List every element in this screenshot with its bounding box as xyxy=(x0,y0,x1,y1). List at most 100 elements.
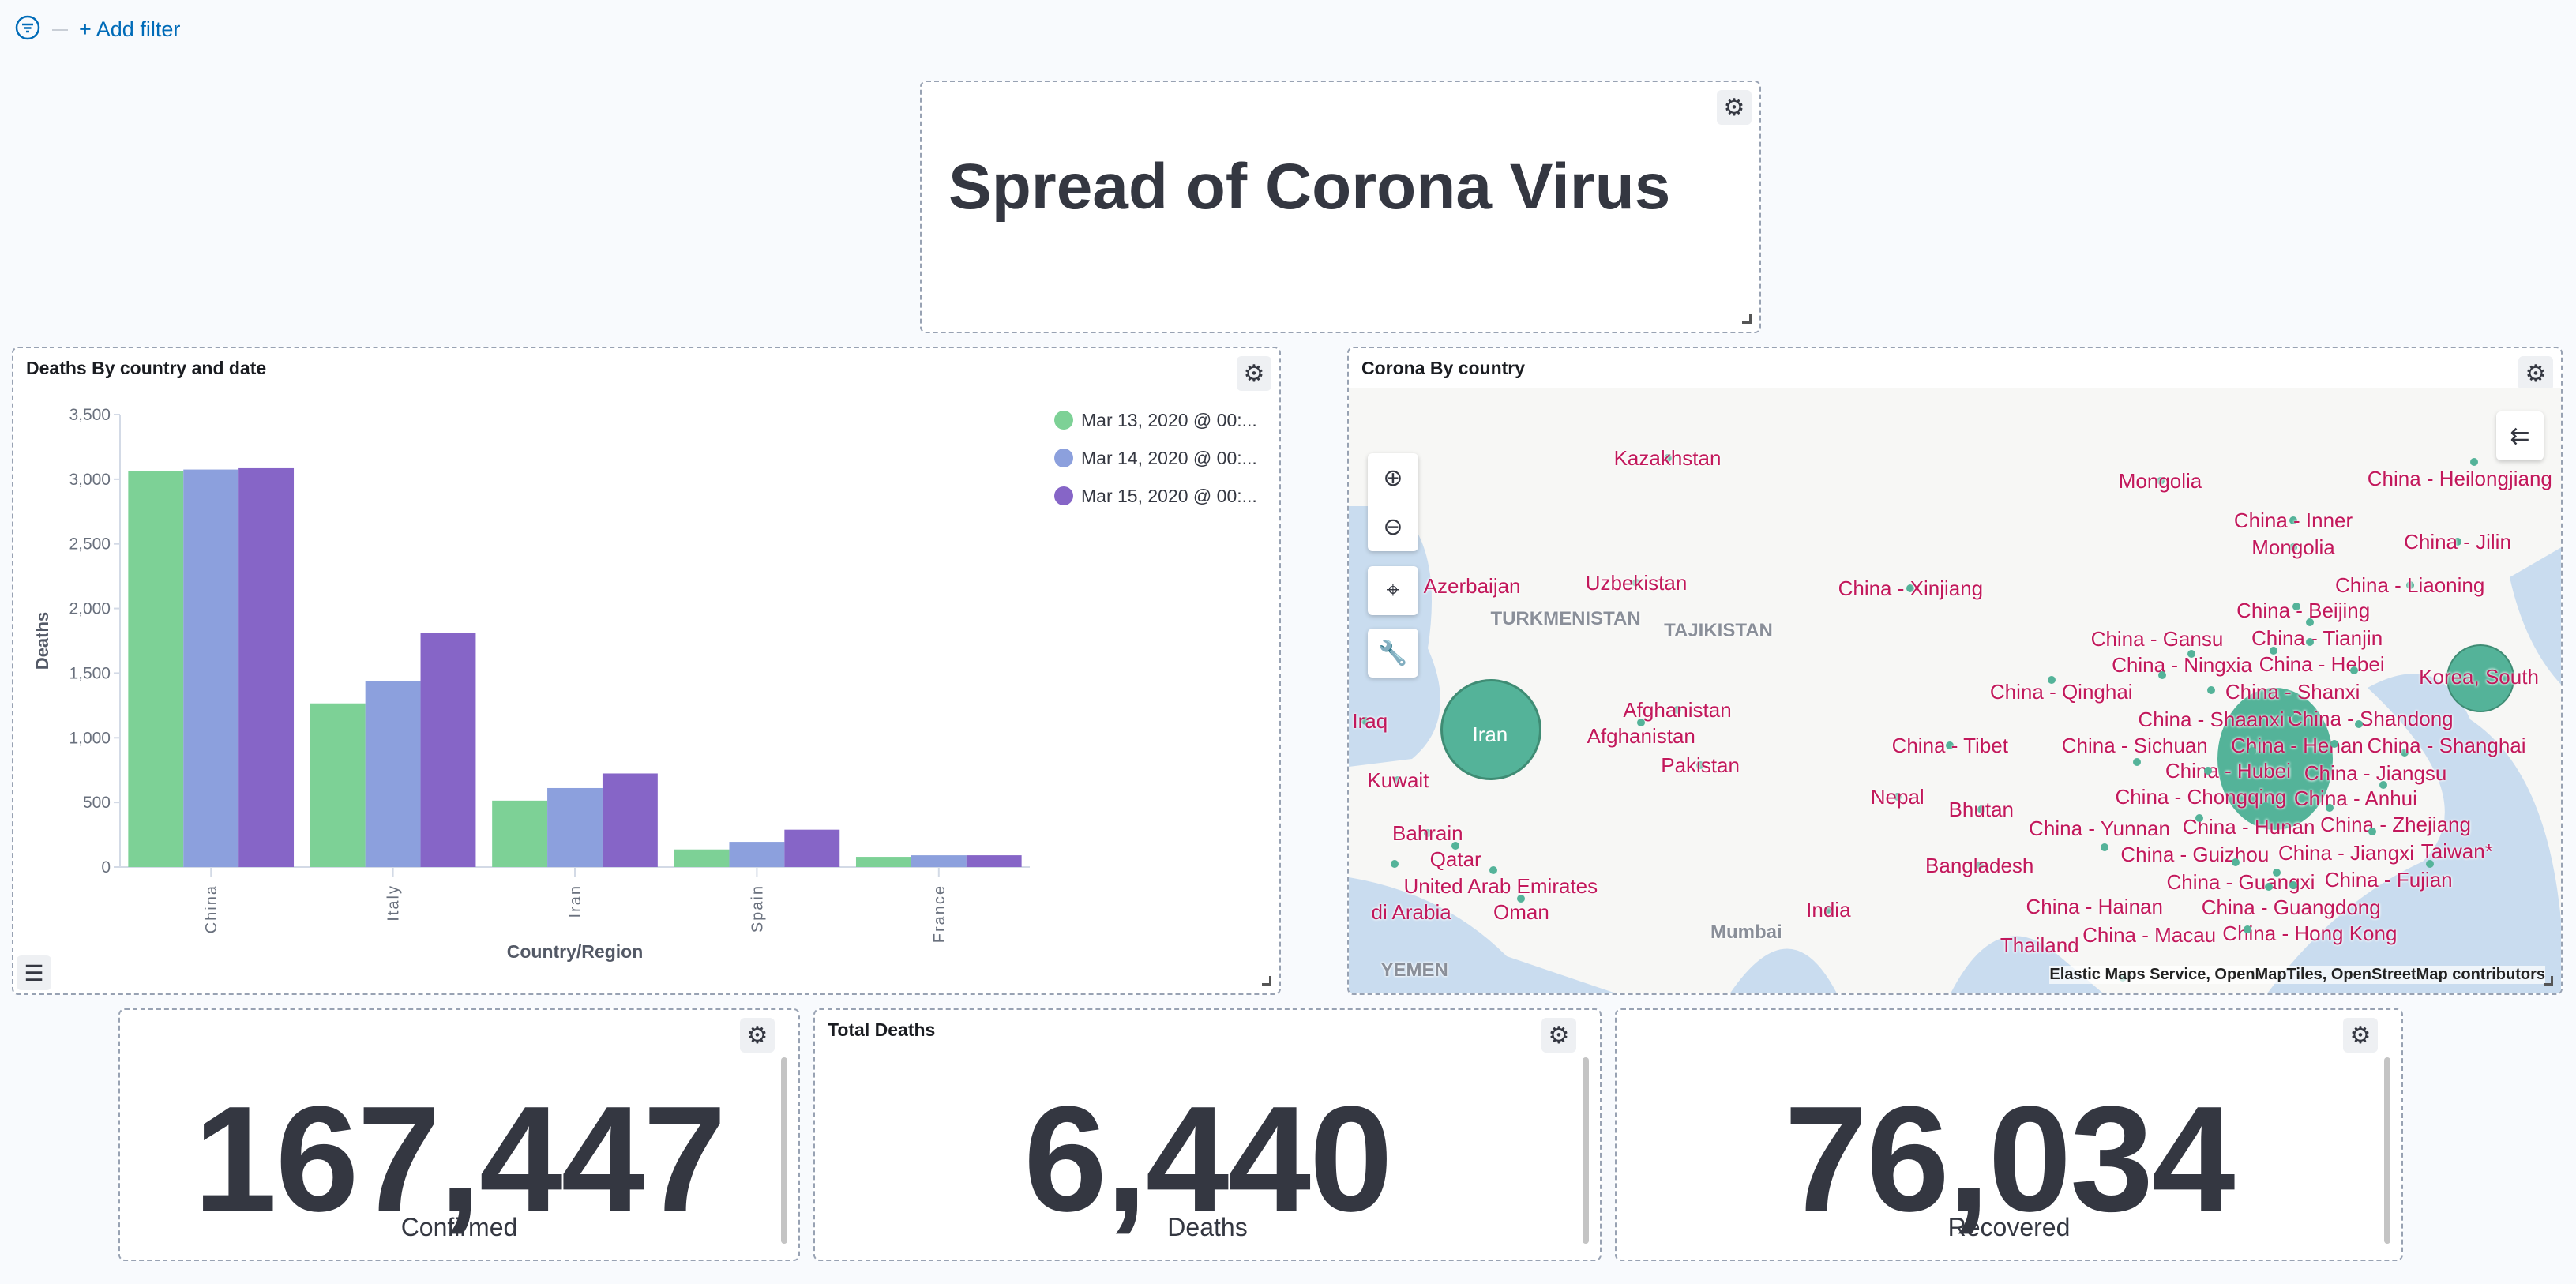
panel-options-button[interactable]: ⚙ xyxy=(1237,356,1271,391)
map-point[interactable] xyxy=(1824,906,1833,914)
list-icon: ☰ xyxy=(24,960,44,986)
metric-value: 167,447 xyxy=(193,1076,727,1243)
panel-options-button[interactable]: ⚙ xyxy=(740,1018,775,1053)
map-point[interactable] xyxy=(1696,761,1705,770)
map-point[interactable] xyxy=(2475,673,2484,681)
map-point[interactable] xyxy=(2325,804,2334,813)
map-point[interactable] xyxy=(1673,705,1681,714)
map-point[interactable] xyxy=(1977,805,1985,814)
plus-icon: ⊕ xyxy=(1383,464,1403,491)
scrollbar[interactable] xyxy=(781,1057,787,1244)
legend-toggle-button[interactable]: ☰ xyxy=(17,955,51,990)
x-tick-label: Italy xyxy=(385,884,403,922)
map-point[interactable] xyxy=(2292,602,2301,610)
map-point[interactable] xyxy=(2368,827,2376,835)
scrollbar[interactable] xyxy=(2384,1057,2390,1244)
y-tick-label: 0 xyxy=(101,858,111,877)
map-label: Qatar xyxy=(1429,847,1481,872)
map-point[interactable] xyxy=(2305,638,2314,647)
resize-handle[interactable] xyxy=(1262,976,1271,986)
map-point[interactable] xyxy=(1451,842,1460,850)
map-point[interactable] xyxy=(2248,746,2256,755)
map-point[interactable] xyxy=(2289,543,2297,551)
map-point[interactable] xyxy=(2195,813,2204,822)
map-point[interactable] xyxy=(2133,758,2142,767)
map-point[interactable] xyxy=(1391,860,1399,869)
map-point[interactable] xyxy=(1423,828,1432,837)
scrollbar[interactable] xyxy=(1583,1057,1589,1244)
map-point[interactable] xyxy=(2289,516,2297,525)
map-point[interactable] xyxy=(2379,781,2388,790)
map-point[interactable] xyxy=(1946,741,1955,750)
map-point[interactable] xyxy=(2405,580,2414,589)
map-label: China - Qinghai xyxy=(1989,679,2133,704)
map-point[interactable] xyxy=(2187,649,2196,658)
zoom-in-button[interactable]: ⊕ xyxy=(1383,453,1403,502)
map-point[interactable] xyxy=(2207,685,2215,694)
bar-iran-0 xyxy=(492,800,548,867)
bar-china-2 xyxy=(238,467,295,867)
map-point[interactable] xyxy=(2273,868,2281,877)
map-point[interactable] xyxy=(2401,748,2409,757)
map-label: Kazakhstan xyxy=(1613,446,1722,471)
map-point[interactable] xyxy=(2355,720,2364,729)
map-point[interactable] xyxy=(2048,676,2056,685)
layer-control-button[interactable]: ⇇ xyxy=(2496,411,2544,460)
panel-title: Corona By country xyxy=(1361,358,1526,378)
add-filter-button[interactable]: + Add filter xyxy=(79,17,181,41)
map-point[interactable] xyxy=(2270,646,2278,655)
map-marker-korea[interactable] xyxy=(2446,644,2514,712)
map-label: Afghanistan xyxy=(1623,697,1732,722)
map-point[interactable] xyxy=(2264,883,2273,892)
map-point[interactable] xyxy=(2232,858,2240,867)
map-point[interactable] xyxy=(1517,894,1526,903)
panel-options-button[interactable]: ⚙ xyxy=(2518,356,2553,391)
map-marker-china-hubei[interactable] xyxy=(2217,688,2333,830)
map-point[interactable] xyxy=(2425,860,2434,869)
map-point[interactable] xyxy=(2285,708,2294,717)
map-point[interactable] xyxy=(1906,584,1915,592)
map-label: China - Xinjiang xyxy=(1838,576,1984,600)
map-point[interactable] xyxy=(2349,666,2358,674)
map-point[interactable] xyxy=(1632,579,1640,588)
map-label: Korea, South xyxy=(2419,665,2539,689)
bar-china-0 xyxy=(128,471,184,867)
resize-handle[interactable] xyxy=(2544,976,2553,986)
map-canvas[interactable]: Kazakhstan Mongolia China - Inner Mongolia C… xyxy=(1349,388,2561,993)
panel-options-button[interactable]: ⚙ xyxy=(1541,1018,1576,1053)
map-point[interactable] xyxy=(2305,618,2314,627)
panel-options-button[interactable]: ⚙ xyxy=(2343,1018,2378,1053)
map-point[interactable] xyxy=(1637,719,1646,727)
map-point[interactable] xyxy=(1361,717,1369,726)
map-marker-iran[interactable] xyxy=(1440,679,1541,780)
zoom-out-button[interactable]: ⊖ xyxy=(1383,502,1403,551)
map-label: China - Jilin xyxy=(2404,530,2511,554)
panel-options-button[interactable]: ⚙ xyxy=(1717,90,1752,125)
map-label: China - Inner xyxy=(2233,509,2353,533)
map-label: Oman xyxy=(1493,899,1549,924)
map-point[interactable] xyxy=(1394,776,1403,785)
gear-icon: ⚙ xyxy=(1243,360,1265,387)
bar-france-2 xyxy=(966,855,1022,867)
map-point[interactable] xyxy=(2261,802,2270,811)
map-point[interactable] xyxy=(2157,670,2166,679)
map-point[interactable] xyxy=(2330,740,2338,749)
map-point[interactable] xyxy=(2203,766,2212,775)
map-point[interactable] xyxy=(2156,477,2165,486)
map-point[interactable] xyxy=(2454,538,2461,546)
tools-button[interactable]: 🔧 xyxy=(1368,629,1418,678)
resize-handle[interactable] xyxy=(1742,314,1752,324)
map-point[interactable] xyxy=(1893,792,1902,801)
minus-icon: ⊖ xyxy=(1383,513,1403,540)
filter-icon[interactable] xyxy=(14,14,41,45)
set-view-button[interactable]: ⌖ xyxy=(1368,566,1418,615)
map-point[interactable] xyxy=(1663,454,1672,463)
map-point[interactable] xyxy=(2469,457,2478,466)
map-point[interactable] xyxy=(1975,862,1984,870)
map-point[interactable] xyxy=(2100,843,2108,852)
map-panel: Corona By country ⚙ Kazakhstan Mongolia Ch… xyxy=(1347,347,2563,995)
map-point[interactable] xyxy=(1489,866,1498,875)
map-point[interactable] xyxy=(2289,881,2297,890)
legend-item: Mar 15, 2020 @ 00:... xyxy=(1081,486,1257,506)
map-point[interactable] xyxy=(2243,925,2251,934)
